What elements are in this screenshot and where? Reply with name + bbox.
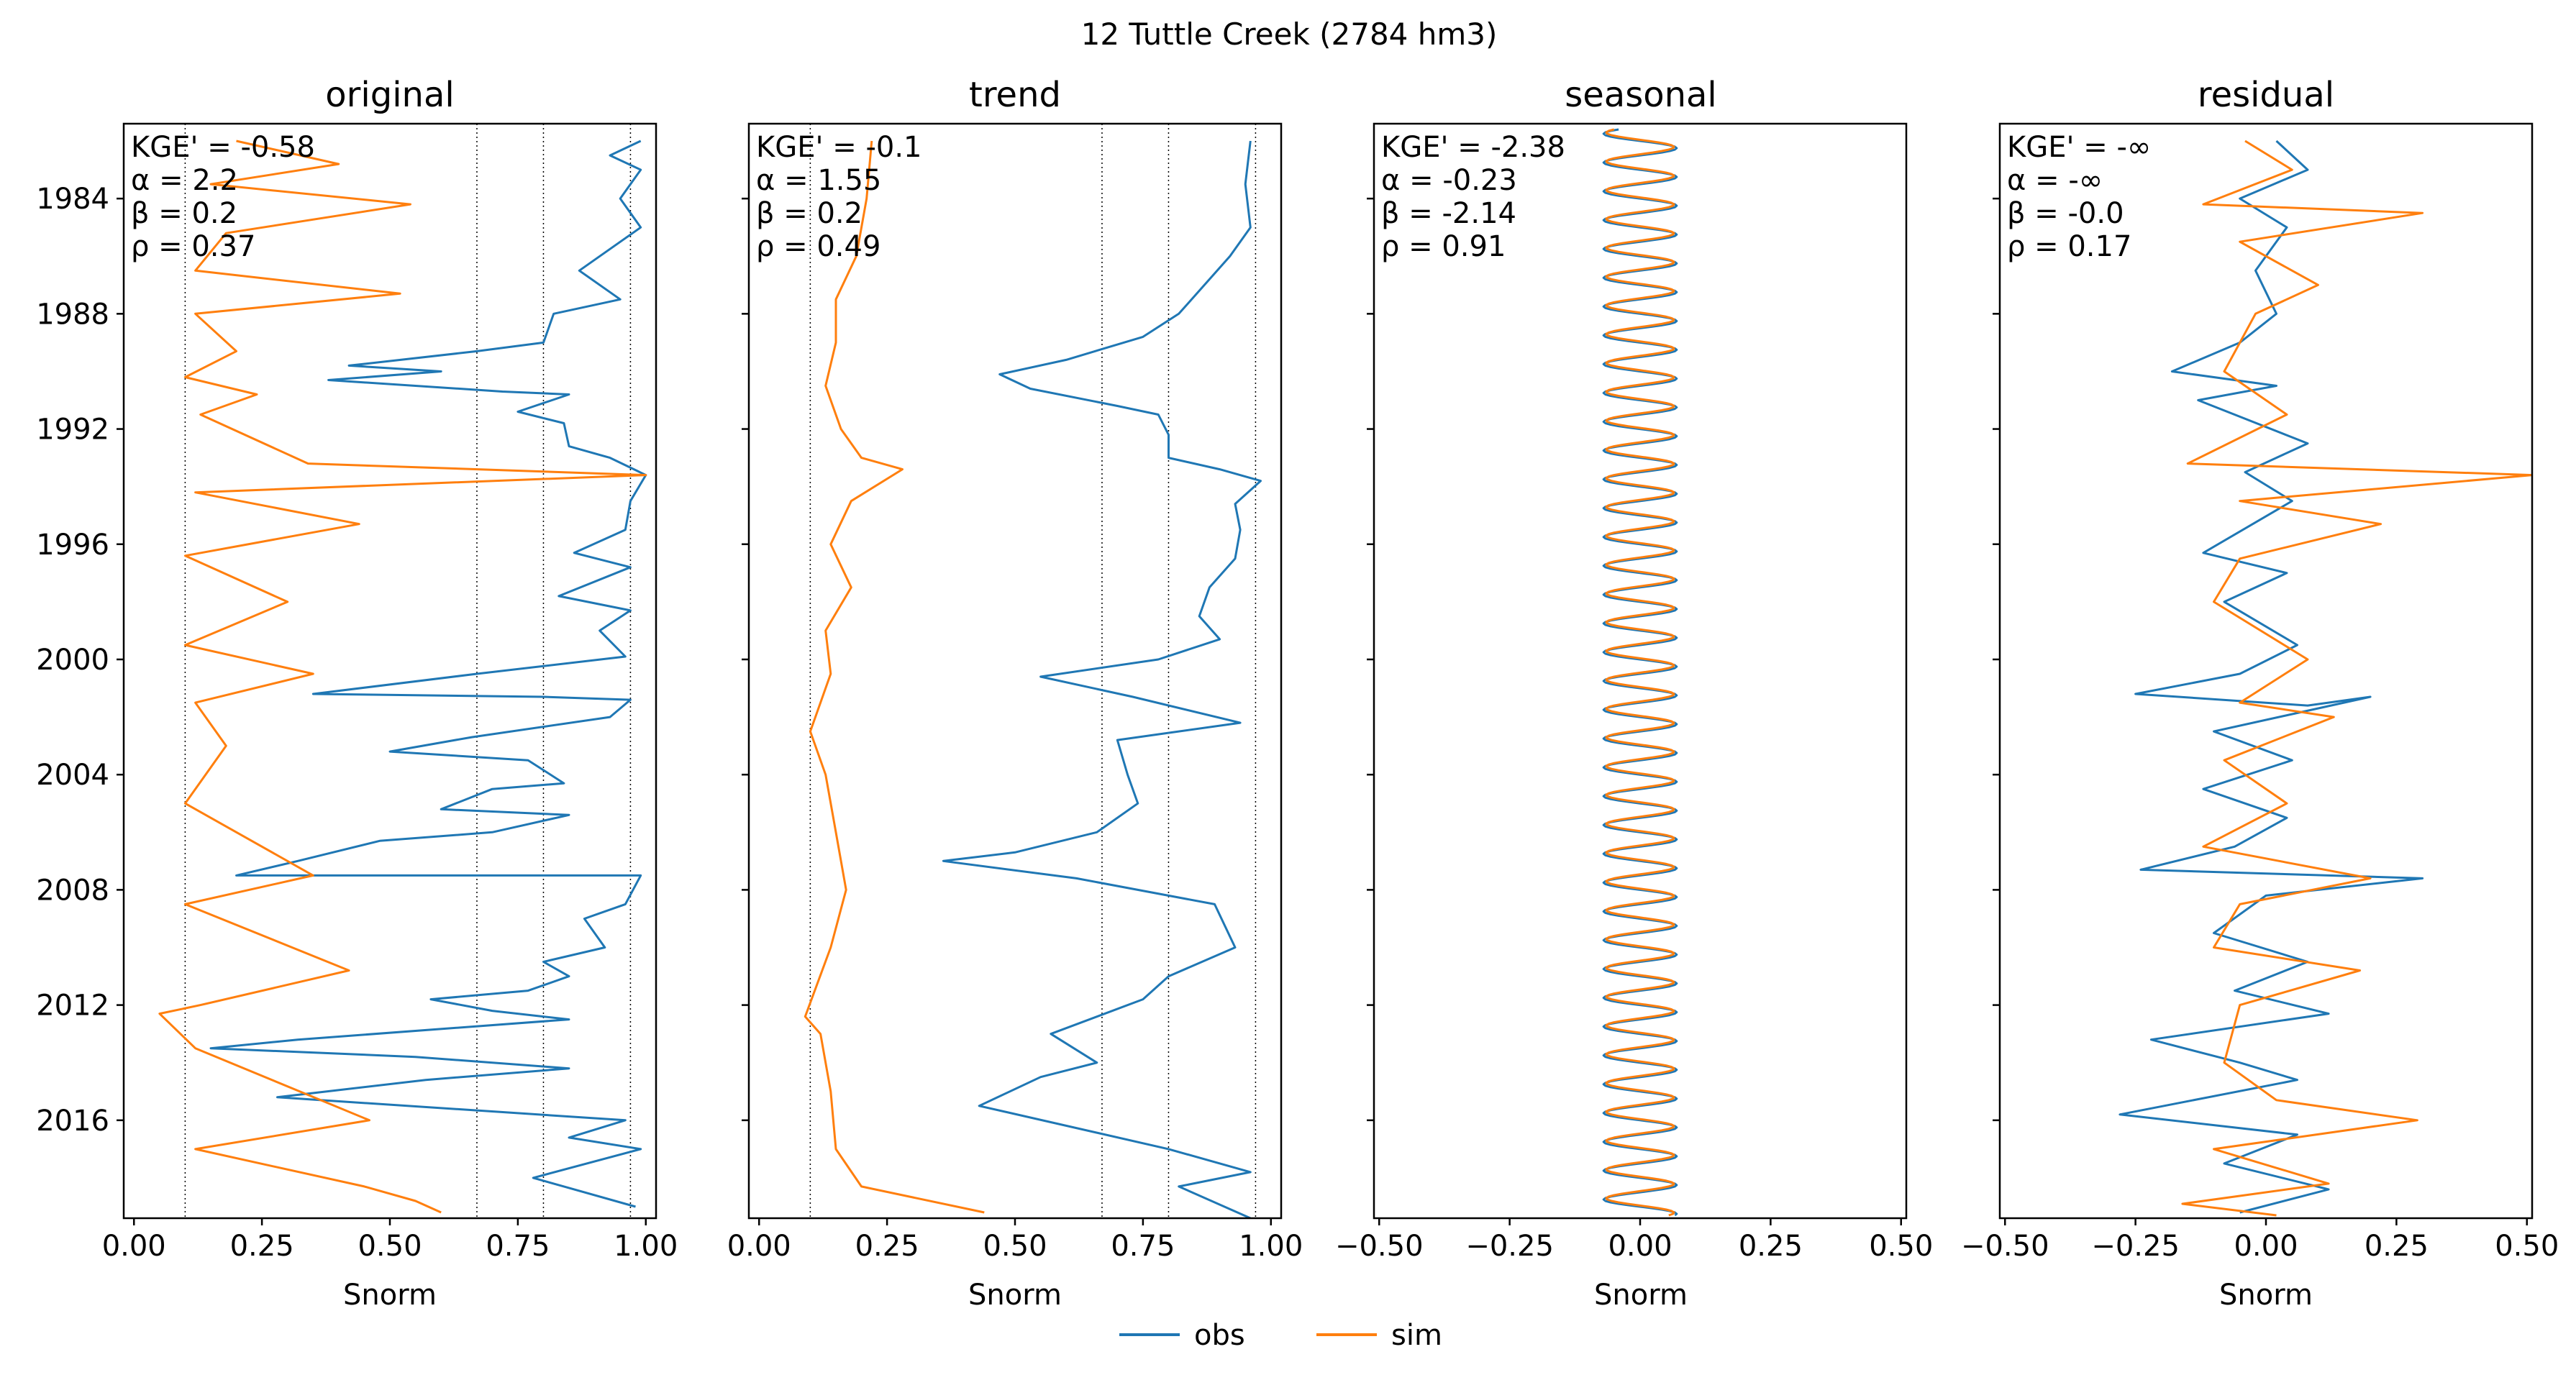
panel-seasonal: seasonal Snorm −0.50 −0.25 0.00 0.25 0.50 KGE… bbox=[1335, 75, 1933, 1312]
metric-text: α = -0.23 bbox=[1381, 164, 1517, 197]
x-axis-label: Snorm bbox=[343, 1279, 437, 1312]
x-tick-label: 0.75 bbox=[486, 1230, 550, 1263]
x-axis-label: Snorm bbox=[968, 1279, 1062, 1312]
figure-title: 12 Tuttle Creek (2784 hm3) bbox=[1081, 17, 1498, 52]
panel-original: original Snorm 0.00 0.25 0.50 0.75 1.00 1984 1… bbox=[36, 75, 678, 1312]
y-tick-label: 2008 bbox=[36, 874, 109, 907]
panel-residual: residual Snorm −0.50 −0.25 0.00 0.25 0.50 KGE… bbox=[1961, 75, 2559, 1312]
metric-text: ρ = 0.17 bbox=[2007, 230, 2131, 263]
x-tick-label: 0.25 bbox=[855, 1230, 919, 1263]
x-tick-label: 0.00 bbox=[2234, 1230, 2298, 1263]
x-tick-label: −0.50 bbox=[1961, 1230, 2049, 1263]
legend-sim-label: sim bbox=[1391, 1319, 1442, 1352]
metric-text: β = 0.2 bbox=[756, 197, 863, 230]
x-tick-label: 0.25 bbox=[230, 1230, 294, 1263]
series-line-obs bbox=[942, 140, 1262, 1218]
plot-area bbox=[158, 140, 647, 1214]
x-tick-label: 0.50 bbox=[2495, 1230, 2559, 1263]
y-tick-label: 2004 bbox=[36, 759, 109, 792]
metric-text: KGE' = -0.58 bbox=[131, 131, 315, 164]
x-tick-label: 0.75 bbox=[1111, 1230, 1175, 1263]
plot-area bbox=[804, 140, 1262, 1218]
series-line-obs bbox=[2118, 140, 2424, 1214]
y-tick-label: 1992 bbox=[36, 413, 109, 447]
series-line-obs bbox=[209, 140, 647, 1208]
y-tick-label: 1996 bbox=[36, 529, 109, 562]
metric-text: ρ = 0.91 bbox=[1381, 230, 1506, 263]
plot-area bbox=[2118, 140, 2532, 1217]
x-axis-label: Snorm bbox=[2219, 1279, 2313, 1312]
series-line-sim bbox=[804, 140, 985, 1214]
panel-title: original bbox=[325, 75, 454, 115]
y-tick-label: 2000 bbox=[36, 644, 109, 677]
plot-area bbox=[1602, 128, 1678, 1217]
metric-text: ρ = 0.37 bbox=[131, 230, 255, 263]
x-tick-label: 1.00 bbox=[1239, 1230, 1303, 1263]
panel-title: residual bbox=[2198, 75, 2334, 115]
metric-text: KGE' = -0.1 bbox=[756, 131, 922, 164]
y-tick-label: 1988 bbox=[36, 298, 109, 331]
series-line-sim bbox=[2181, 140, 2532, 1217]
x-tick-label: 0.50 bbox=[358, 1230, 422, 1263]
x-tick-label: 0.00 bbox=[1608, 1230, 1672, 1263]
legend-obs-label: obs bbox=[1194, 1319, 1245, 1352]
metric-text: α = 2.2 bbox=[131, 164, 238, 197]
x-tick-label: 0.50 bbox=[1869, 1230, 1933, 1263]
x-tick-label: 0.50 bbox=[983, 1230, 1047, 1263]
metric-text: ρ = 0.49 bbox=[756, 230, 880, 263]
metric-text: α = -∞ bbox=[2007, 164, 2103, 197]
series-line-obs bbox=[1602, 128, 1678, 1217]
metric-text: β = -0.0 bbox=[2007, 197, 2124, 230]
x-tick-label: −0.25 bbox=[1465, 1230, 1554, 1263]
x-tick-label: 0.25 bbox=[1739, 1230, 1803, 1263]
panel-trend: trend Snorm 0.00 0.25 0.50 0.75 1.00 KGE' = -… bbox=[727, 75, 1303, 1312]
x-axis-label: Snorm bbox=[1594, 1279, 1688, 1312]
x-tick-label: −0.25 bbox=[2091, 1230, 2180, 1263]
metric-text: KGE' = -2.38 bbox=[1381, 131, 1565, 164]
y-tick-label: 2012 bbox=[36, 990, 109, 1023]
metric-text: β = 0.2 bbox=[131, 197, 237, 230]
x-tick-label: 0.00 bbox=[102, 1230, 166, 1263]
y-tick-label: 2016 bbox=[36, 1105, 109, 1138]
x-tick-label: 0.25 bbox=[2365, 1230, 2429, 1263]
series-line-sim bbox=[1605, 128, 1675, 1217]
metric-text: α = 1.55 bbox=[756, 164, 881, 197]
x-tick-label: 0.00 bbox=[727, 1230, 791, 1263]
y-tick-label: 1984 bbox=[36, 183, 109, 216]
legend: obs sim bbox=[1119, 1319, 1442, 1352]
metric-text: β = -2.14 bbox=[1381, 197, 1516, 230]
x-tick-label: −0.50 bbox=[1335, 1230, 1424, 1263]
panel-title: seasonal bbox=[1565, 75, 1717, 115]
metric-text: KGE' = -∞ bbox=[2007, 131, 2151, 164]
series-line-sim bbox=[158, 140, 647, 1214]
panel-title: trend bbox=[969, 75, 1061, 115]
x-tick-label: 1.00 bbox=[614, 1230, 678, 1263]
